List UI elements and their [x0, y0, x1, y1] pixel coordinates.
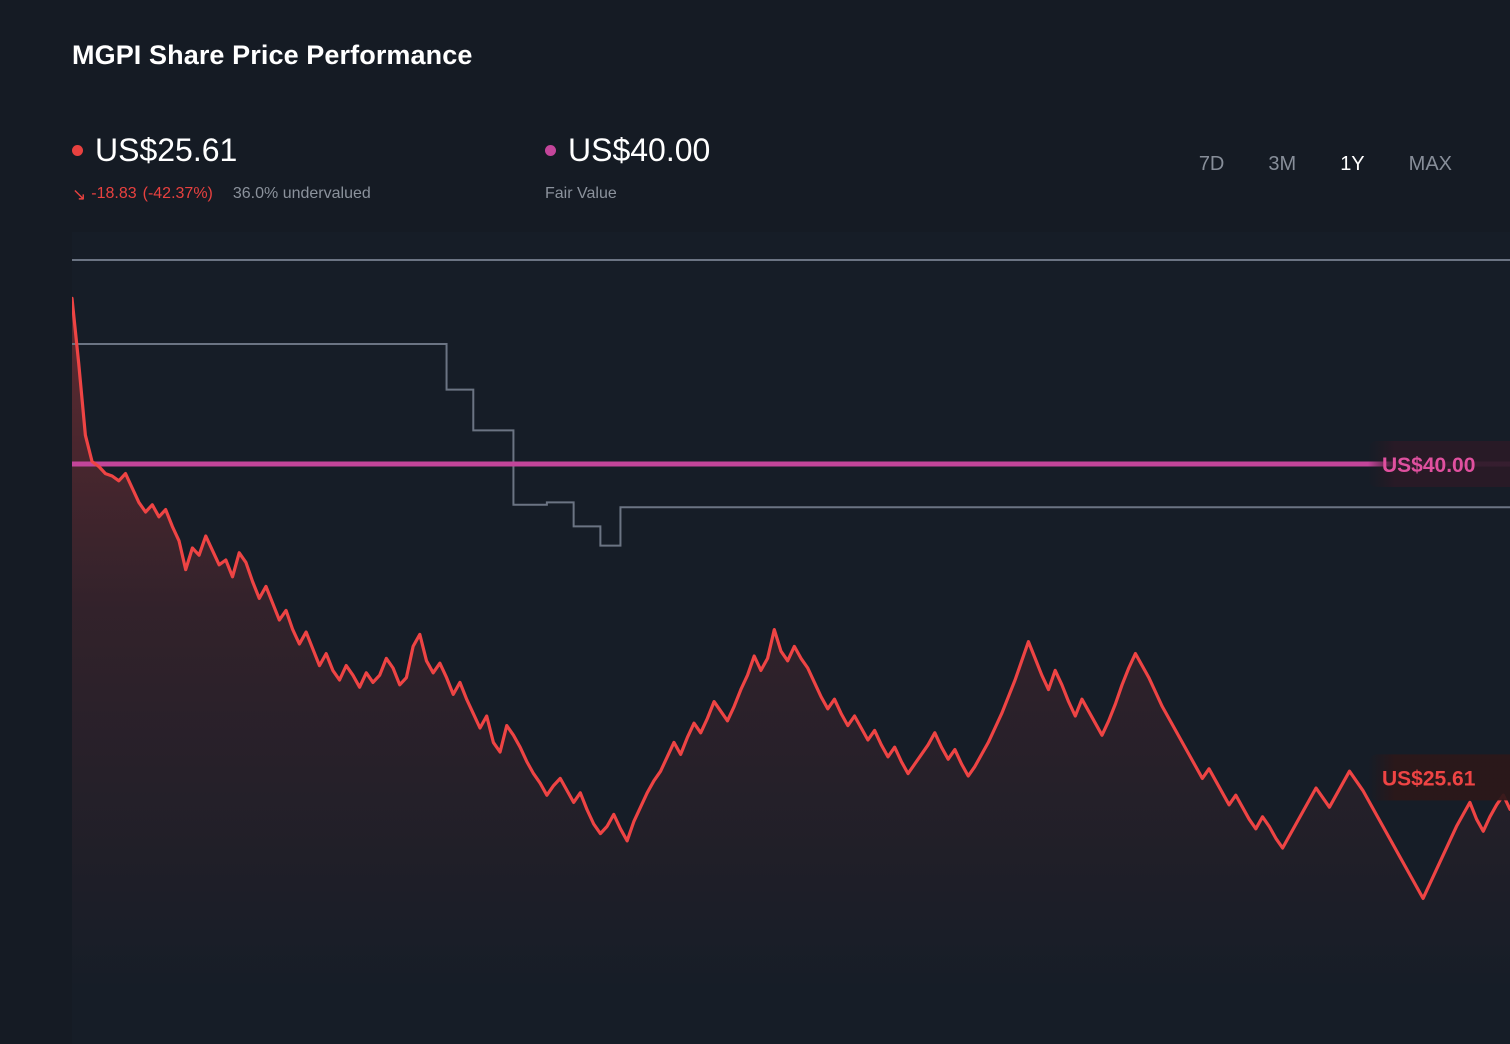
price-change-percent: (-42.37%) — [142, 185, 213, 202]
price-chart-canvas[interactable]: US$40.00 US$25.61 — [0, 232, 1510, 1044]
chart-legend: US$25.61 ↘ -18.83 (-42.37%) 36.0% underv… — [72, 128, 1122, 224]
fair-value-badge: US$40.00 — [1368, 441, 1510, 487]
fair-value-label: Fair Value — [545, 185, 617, 202]
current-price-badge-text: US$25.61 — [1382, 767, 1476, 790]
range-tab-3m[interactable]: 3M — [1246, 148, 1318, 180]
page-title: MGPI Share Price Performance — [72, 40, 473, 70]
fair-value-value: US$40.00 — [568, 132, 711, 168]
current-price-value: US$25.61 — [95, 132, 238, 168]
price-chart[interactable]: US$40.00 US$25.61 — [0, 232, 1510, 1044]
fair-value-badge-text: US$40.00 — [1382, 454, 1475, 477]
range-tab-1y[interactable]: 1Y — [1318, 148, 1386, 180]
range-tab-7d[interactable]: 7D — [1177, 148, 1247, 180]
legend-fair-value: US$40.00 Fair Value — [545, 128, 710, 203]
price-area-fill — [72, 298, 1510, 992]
legend-current-price: US$25.61 ↘ -18.83 (-42.37%) 36.0% underv… — [72, 128, 371, 203]
valuation-note: 36.0% undervalued — [232, 185, 371, 202]
price-change-absolute: -18.83 — [91, 185, 137, 202]
range-tab-max[interactable]: MAX — [1387, 148, 1474, 180]
price-legend-dot-icon — [72, 144, 83, 156]
analyst-target-step-line — [72, 343, 1510, 547]
price-line — [72, 296, 1510, 900]
fair-value-legend-dot-icon — [545, 144, 556, 156]
arrow-down-right-icon: ↘ — [72, 184, 87, 204]
time-range-selector[interactable]: 7D 3M 1Y MAX — [1177, 148, 1474, 180]
current-price-badge: US$25.61 — [1368, 754, 1510, 801]
